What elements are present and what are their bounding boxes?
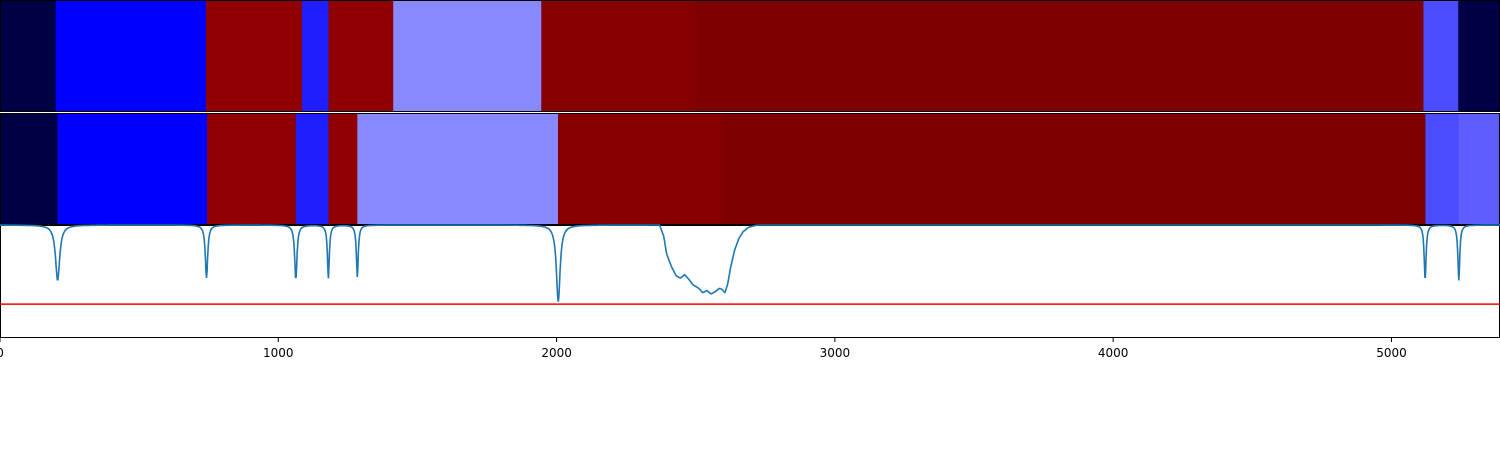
- segment-track-2-segment-5: [357, 113, 559, 225]
- segment-track-2-segment-3: [295, 113, 329, 225]
- segment-track-1-segment-5: [393, 0, 542, 112]
- segment-track-1-segment-9: [1458, 0, 1500, 112]
- segment-track-1-segment-8: [1423, 0, 1459, 112]
- segment-track-2-segment-8: [1425, 113, 1460, 225]
- signal-line: [0, 224, 1500, 302]
- x-tick-label-0: 0: [0, 346, 4, 360]
- x-tick-label-3000: 3000: [820, 346, 851, 360]
- segment-track-1-segment-1: [55, 0, 207, 112]
- x-tick-label-4000: 4000: [1098, 346, 1129, 360]
- x-tick-label-1000: 1000: [263, 346, 294, 360]
- segment-track-1-segment-7: [695, 0, 1424, 112]
- segment-track-1-segment-6: [541, 0, 697, 112]
- signal-frame: [0, 225, 1500, 338]
- segment-track-2-segment-0: [0, 113, 59, 225]
- segment-track-1-segment-3: [301, 0, 329, 112]
- segment-track-2-segment-2: [207, 113, 297, 225]
- x-axis: 0 1000 2000 3000 4000 5000: [0, 338, 1407, 360]
- segment-track-2-segment-1: [57, 113, 208, 225]
- segment-track-2-segment-7: [722, 113, 1426, 225]
- signal-track: [0, 224, 1500, 338]
- segment-track-2-segment-6: [557, 113, 723, 225]
- segment-track-2-segment-9: [1458, 113, 1500, 225]
- segment-track-2: [0, 113, 1500, 225]
- segment-track-1-segment-2: [205, 0, 303, 112]
- segment-track-1-segment-0: [0, 0, 57, 112]
- segment-track-1-segment-4: [328, 0, 394, 112]
- x-tick-label-2000: 2000: [541, 346, 572, 360]
- x-tick-label-5000: 5000: [1376, 346, 1407, 360]
- segment-track-1: [0, 0, 1500, 112]
- segment-track-2-segment-4: [328, 113, 358, 225]
